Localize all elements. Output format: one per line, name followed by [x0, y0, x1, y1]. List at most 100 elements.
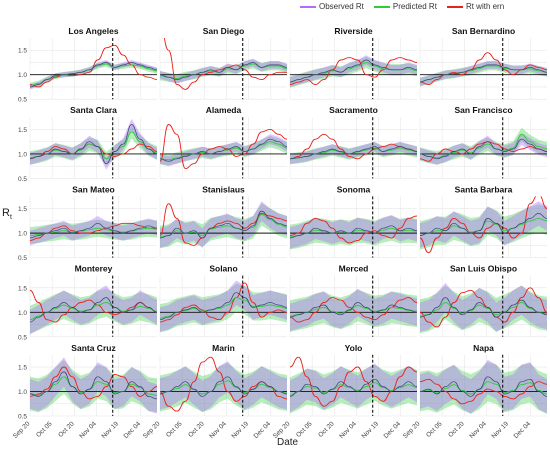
y-tick-label: 0.5: [18, 176, 27, 183]
panel-background: [290, 196, 417, 258]
panel-title: Marin: [212, 343, 235, 353]
series-line-ern: [30, 366, 157, 400]
panel-sacramento: Sacramento: [289, 105, 417, 179]
panel-title: Solano: [209, 264, 237, 274]
chart-legend: Observed Rt Predicted Rt Rt with ern: [300, 2, 504, 11]
x-axis-label: Date: [277, 437, 299, 448]
x-tick-label: Dec 04: [123, 420, 143, 440]
observed-band: [420, 133, 547, 165]
series-line-ern: [30, 289, 157, 323]
y-tick-label: 1.0: [18, 231, 27, 238]
series-line-predicted: [160, 141, 287, 161]
series-line-observed: [420, 376, 547, 397]
panel-title: Yolo: [345, 343, 363, 353]
panel-background: [160, 196, 287, 258]
legend-item-observed: Observed Rt: [300, 2, 364, 11]
predicted-band: [420, 204, 547, 250]
x-tick-label: Sep 20: [402, 420, 422, 440]
predicted-band: [160, 362, 287, 412]
panel-title: Stanislaus: [202, 184, 245, 194]
series-line-observed: [160, 292, 287, 321]
panel-title: San Luis Obispo: [450, 264, 517, 274]
series-line-observed: [290, 59, 417, 83]
x-tick-label: Nov 19: [230, 420, 250, 440]
panel-plot-area: [160, 38, 287, 90]
panel-plot-area: [30, 357, 157, 414]
panel-background: [30, 196, 157, 258]
series-line-predicted: [420, 302, 547, 317]
series-line-observed: [30, 62, 157, 88]
panel-title: Sacramento: [329, 105, 378, 115]
panel-title: San Mateo: [72, 184, 115, 194]
panel-solano: Solano: [159, 264, 287, 338]
series-line-observed: [290, 225, 417, 239]
series-line-observed: [30, 297, 157, 323]
series-line-predicted: [420, 133, 547, 159]
panel-title: San Diego: [203, 26, 245, 36]
panel-plot-area: [290, 215, 417, 250]
panel-title: Santa Barbara: [455, 184, 513, 194]
series-line-ern: [420, 141, 547, 162]
observed-band: [30, 285, 157, 335]
y-tick-label: 1.0: [18, 310, 27, 317]
series-line-predicted: [160, 380, 287, 395]
series-line-observed: [30, 222, 157, 239]
panel-plot-area: [160, 356, 287, 413]
x-tick-label: Oct 20: [187, 420, 206, 439]
series-line-observed: [290, 146, 417, 160]
series-line-observed: [30, 371, 157, 400]
panel-napa: Napa Sep 20 Oct 05 Oct 20 Nov 04 Nov 19 Dec 04: [402, 343, 547, 440]
y-tick-label: 1.0: [18, 72, 27, 79]
y-axis-label-sub: t: [9, 214, 12, 222]
series-line-ern: [30, 222, 157, 241]
series-line-ern: [290, 57, 417, 85]
panel-title: Sonoma: [337, 184, 371, 194]
y-tick-label: 1.5: [18, 48, 27, 55]
panel-plot-area: [420, 52, 547, 87]
predicted-band: [290, 56, 417, 88]
legend-swatch-ern: [446, 5, 463, 8]
panel-plot-area: [160, 280, 287, 333]
x-tick-label: Oct 05: [165, 420, 184, 439]
x-tick-label: Oct 05: [425, 420, 444, 439]
series-line-predicted: [290, 227, 417, 238]
series-line-ern: [290, 133, 417, 160]
x-tick-label: Oct 20: [317, 420, 336, 439]
x-tick-label: Nov 04: [208, 420, 228, 440]
legend-swatch-predicted: [373, 5, 390, 8]
panel-title: San Bernardino: [452, 26, 515, 36]
predicted-band: [30, 288, 157, 334]
panel-stanislaus: Stanislaus: [159, 184, 287, 258]
y-axis-label: Rt: [2, 207, 12, 221]
panel-plot-area: [30, 216, 157, 246]
series-line-observed: [160, 62, 287, 80]
y-tick-label: 1.5: [18, 127, 27, 134]
panel-santa-clara: Santa Clara 0.5 1.0 1.5: [18, 105, 157, 183]
predicted-band: [160, 203, 287, 249]
panel-background: [30, 117, 157, 179]
panel-plot-area: [420, 196, 547, 254]
series-line-ern: [420, 196, 547, 254]
panel-sonoma: Sonoma: [289, 184, 417, 258]
x-tick-label: Sep 20: [272, 420, 292, 440]
series-line-ern: [420, 52, 547, 85]
panel-title: Santa Cruz: [71, 343, 115, 353]
observed-band: [290, 55, 417, 87]
panel-merced: Merced: [289, 264, 417, 338]
panel-title: San Francisco: [454, 105, 512, 115]
legend-swatch-observed: [300, 5, 316, 8]
x-tick-label: Nov 04: [78, 420, 98, 440]
series-line-observed: [160, 376, 287, 397]
series-line-observed: [290, 378, 417, 397]
series-line-observed: [30, 124, 157, 165]
legend-item-ern: Rt with ern: [446, 2, 504, 11]
panel-yolo: Yolo Sep 20 Oct 05 Oct 20 Nov 04 Nov 19 Dec 04: [272, 343, 417, 440]
series-line-predicted: [290, 305, 417, 317]
panel-plot-area: [290, 133, 417, 165]
x-tick-label: Nov 04: [338, 420, 358, 440]
panel-plot-area: [290, 55, 417, 88]
series-line-predicted: [30, 376, 157, 396]
panel-plot-area: [160, 124, 287, 170]
y-tick-label: 1.0: [18, 389, 27, 396]
panel-plot-area: [290, 356, 417, 414]
